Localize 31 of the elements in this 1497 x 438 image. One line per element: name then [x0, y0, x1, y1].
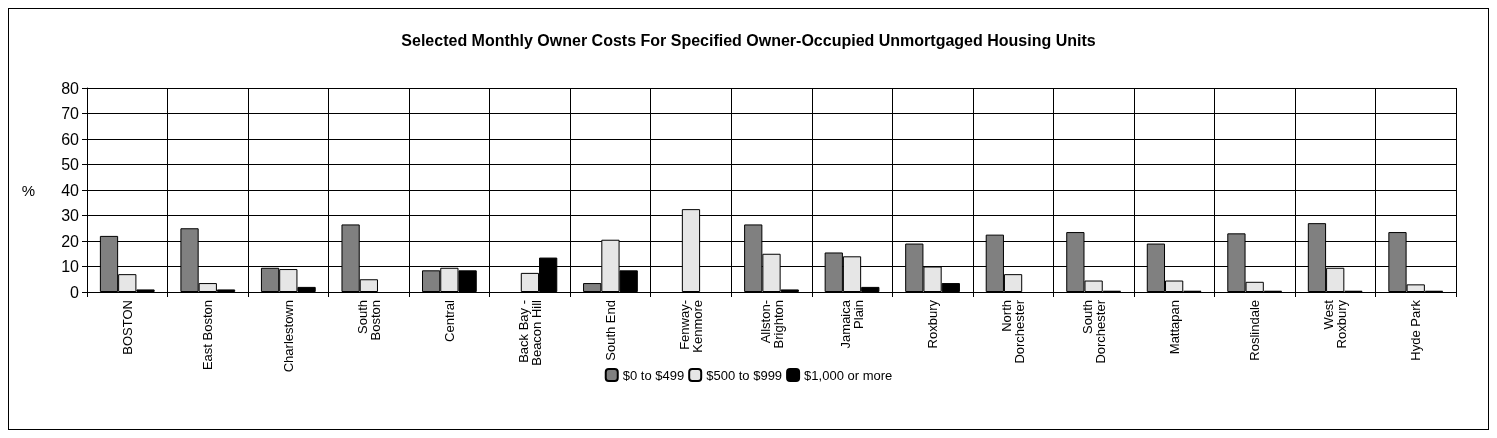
x-tick-label: Back Bay - Beacon Hill — [515, 299, 544, 366]
y-tick-label: 30 — [61, 207, 80, 224]
x-tick-label: West Roxbury — [1321, 299, 1350, 349]
x-tick-label: Roxbury — [925, 299, 941, 349]
x-tick-label: Roslindale — [1247, 300, 1263, 361]
legend-label: $0 to $499 — [622, 367, 685, 383]
chart-title: Selected Monthly Owner Costs For Specified Owner-Occupied Unmortgaged Housing Units — [401, 31, 1096, 49]
y-tick-label: 20 — [61, 232, 80, 250]
legend-label: $1,000 or more — [804, 367, 893, 383]
x-tick-label: Hyde Park — [1408, 299, 1424, 361]
y-tick-label: 10 — [61, 258, 80, 275]
y-tick-label: 0 — [70, 283, 80, 301]
x-tick-label: Jamaica Plain — [838, 299, 867, 349]
x-tick-label: Mattapan — [1166, 300, 1182, 355]
y-axis-title: % — [21, 181, 35, 199]
x-tick-label: South Boston — [354, 300, 383, 341]
x-tick-label: Charlestown — [280, 300, 296, 373]
x-tick-label: Fenway- Kenmore — [676, 300, 705, 353]
y-tick-label: 50 — [61, 156, 80, 173]
legend-label: $500 to $999 — [706, 367, 783, 383]
x-tick-label: East Boston — [200, 300, 216, 371]
y-tick-label: 40 — [61, 181, 80, 199]
y-tick-label: 80 — [61, 79, 80, 97]
x-tick-label: Central — [441, 299, 457, 342]
x-tick-label: South End — [602, 300, 618, 361]
x-tick-label: North Dorchester — [999, 299, 1028, 364]
x-tick-label: BOSTON — [119, 300, 135, 355]
y-tick-label: 60 — [61, 130, 80, 148]
x-tick-label: Allston- Brighton — [757, 300, 786, 349]
x-tick-label: South Dorchester — [1079, 299, 1108, 364]
y-tick-label: 70 — [61, 105, 80, 122]
